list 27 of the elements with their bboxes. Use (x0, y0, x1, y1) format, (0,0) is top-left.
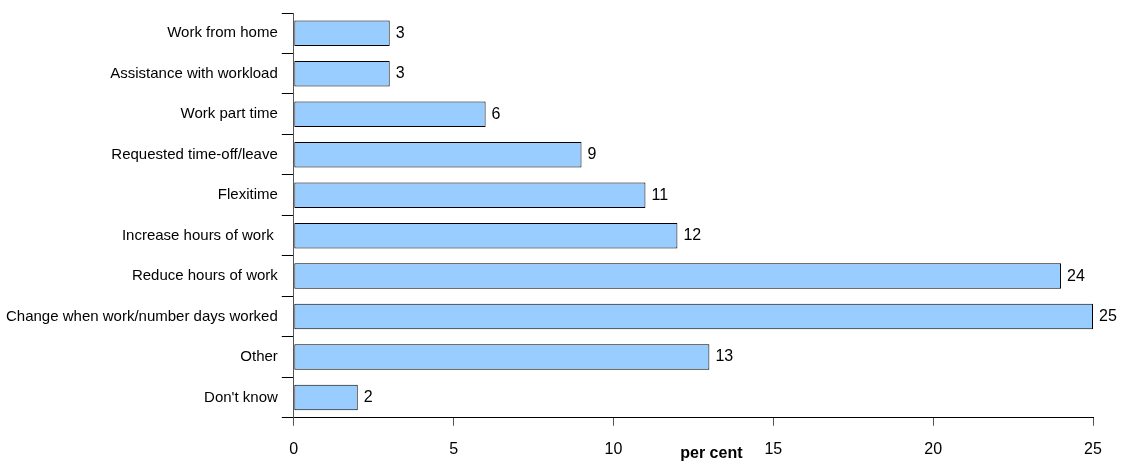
y-tick-label: Assistance with workload (110, 63, 278, 81)
data-label: 25 (1099, 307, 1117, 325)
y-tick-label: Don't know (204, 387, 278, 405)
x-tick-label: 25 (1084, 439, 1102, 457)
y-tick-label: Other (240, 347, 278, 365)
data-label: 9 (587, 145, 597, 163)
data-label: 13 (715, 347, 734, 365)
x-tick-label: 15 (764, 439, 783, 457)
y-tick-label: Change when work/number days worked (6, 306, 278, 324)
data-label: 2 (363, 387, 373, 405)
y-tick-label: Increase hours of work (121, 225, 278, 243)
y-tick-label: Reduce hours of work (131, 266, 279, 284)
data-label: 3 (395, 23, 405, 41)
y-tick-label: Flexitime (217, 185, 278, 203)
data-label: 24 (1067, 266, 1085, 284)
data-label: 11 (651, 185, 669, 203)
y-tick-label: Requested time-off/leave (111, 144, 278, 162)
x-tick-label: 10 (604, 439, 623, 457)
data-label: 12 (683, 226, 702, 244)
x-tick-label: 5 (449, 439, 459, 457)
x-tick-label: 0 (289, 439, 299, 457)
y-tick-label: Work part time (180, 104, 278, 122)
data-label: 3 (395, 64, 405, 82)
data-label: 6 (491, 104, 501, 122)
x-axis-title: per cent (680, 444, 744, 462)
x-tick-label: 20 (924, 439, 943, 457)
y-tick-label: Work from home (167, 23, 278, 41)
